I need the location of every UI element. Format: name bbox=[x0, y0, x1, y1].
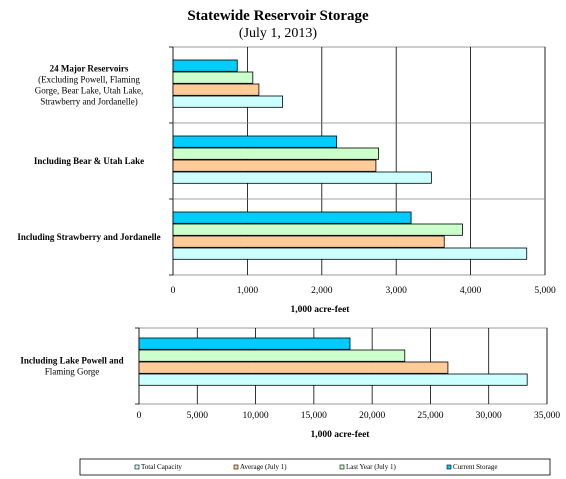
bar-average-july bbox=[172, 159, 377, 172]
legend-label: Last Year (July 1) bbox=[346, 463, 396, 471]
category-label-line: Strawberry and Jordanelle) bbox=[40, 97, 137, 107]
category-label: Including Strawberry and Jordanelle bbox=[17, 232, 160, 242]
bar-current-storage bbox=[172, 59, 238, 72]
bar-current-storage bbox=[138, 337, 351, 350]
chart-subtitle: (July 1, 2013) bbox=[239, 26, 318, 41]
legend-swatch bbox=[339, 464, 345, 470]
x-tick-label: 10,000 bbox=[243, 411, 269, 421]
bar-total-capacity bbox=[138, 373, 528, 386]
legend-swatch bbox=[233, 464, 239, 470]
x-axis-label: 1,000 acre-feet bbox=[291, 305, 351, 315]
legend-swatch bbox=[134, 464, 140, 470]
bar-total-capacity bbox=[172, 95, 283, 108]
chart-title: Statewide Reservoir Storage bbox=[187, 8, 369, 24]
x-tick-label: 20,000 bbox=[359, 411, 385, 421]
category-label-line: (Excluding Powell, Flaming bbox=[38, 75, 140, 85]
x-tick-label: 35,000 bbox=[534, 411, 560, 421]
legend-label: Average (July 1) bbox=[240, 463, 287, 471]
x-tick-label: 5,000 bbox=[187, 411, 209, 421]
bar-average-july bbox=[172, 235, 445, 248]
category-label-line: Including Lake Powell and bbox=[20, 356, 123, 366]
x-tick-label: 5,000 bbox=[534, 286, 556, 296]
x-tick-label: 25,000 bbox=[417, 411, 443, 421]
x-tick-label: 30,000 bbox=[476, 411, 502, 421]
bar-average-july bbox=[172, 83, 260, 96]
x-tick-label: 3,000 bbox=[386, 286, 408, 296]
category-label: Including Lake Powell and Flaming Gorge bbox=[20, 356, 123, 377]
x-tick-label: 15,000 bbox=[301, 411, 327, 421]
x-tick-label: 2,000 bbox=[311, 286, 333, 296]
bar-current-storage bbox=[172, 211, 412, 224]
x-tick-label: 0 bbox=[171, 286, 176, 296]
category-label: 24 Major Reservoirs (Excluding Powell, Fl… bbox=[35, 64, 144, 107]
category-label-line: Flaming Gorge bbox=[45, 367, 100, 377]
x-tick-label: 1,000 bbox=[237, 286, 259, 296]
bar-last-year-july bbox=[172, 223, 463, 236]
bar-last-year-july bbox=[138, 349, 406, 362]
legend-swatch bbox=[446, 464, 452, 470]
bar-last-year-july bbox=[172, 71, 254, 84]
bar-total-capacity bbox=[172, 247, 528, 260]
x-axis-label: 1,000 acre-feet bbox=[311, 430, 371, 440]
x-tick-label: 0 bbox=[137, 411, 142, 421]
category-label-line: Including Strawberry and Jordanelle bbox=[17, 232, 160, 242]
bar-total-capacity bbox=[172, 171, 432, 184]
category-label-line: Including Bear & Utah Lake bbox=[34, 156, 144, 166]
legend-box bbox=[79, 458, 551, 476]
bar-average-july bbox=[138, 361, 449, 374]
legend: Total Capacity Average (July 1) Last Year … bbox=[79, 458, 551, 476]
bar-last-year-july bbox=[172, 147, 380, 160]
category-label-line: 24 Major Reservoirs bbox=[50, 64, 129, 74]
legend-label: Current Storage bbox=[453, 463, 498, 471]
category-label-line: Gorge, Bear Lake, Utah Lake, bbox=[35, 86, 144, 96]
bottom-bar-chart: Including Lake Powell and Flaming Gorge 0 5… bbox=[20, 327, 560, 440]
bar-current-storage bbox=[172, 135, 338, 148]
x-tick-label: 4,000 bbox=[460, 286, 482, 296]
top-bar-chart: 24 Major Reservoirs (Excluding Powell, Fl… bbox=[17, 46, 556, 315]
legend-label: Total Capacity bbox=[141, 463, 182, 471]
category-label: Including Bear & Utah Lake bbox=[34, 156, 144, 166]
